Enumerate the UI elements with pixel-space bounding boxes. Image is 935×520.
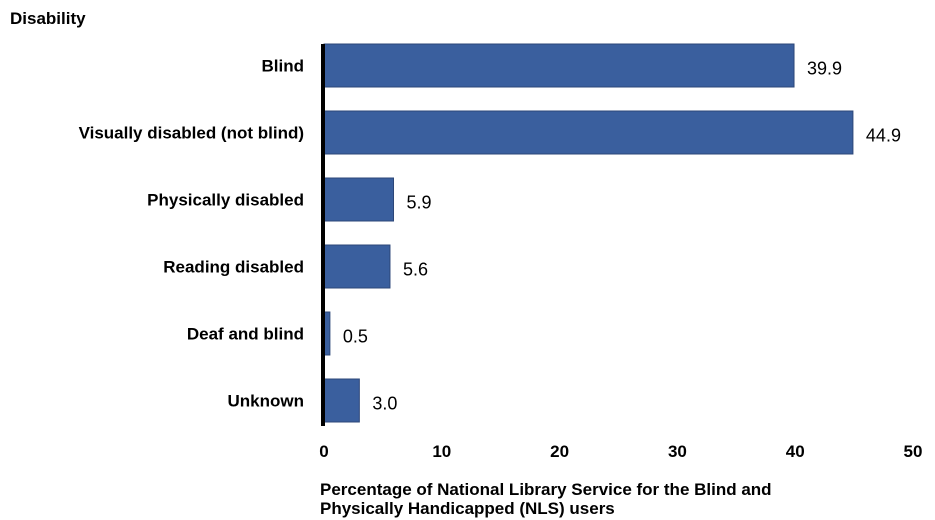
value-label: 3.0: [372, 394, 397, 414]
value-label: 5.9: [407, 193, 432, 213]
category-label: Unknown: [228, 392, 305, 411]
x-tick-label: 10: [432, 442, 451, 461]
category-label: Visually disabled (not blind): [79, 124, 304, 143]
y-axis-title: Disability: [10, 9, 86, 28]
value-label: 44.9: [866, 126, 901, 146]
category-label: Physically disabled: [147, 191, 304, 210]
x-tick-label: 20: [550, 442, 569, 461]
x-tick-labels: 0 10 20 30 40 50: [319, 442, 922, 461]
bar-physically-disabled: [323, 177, 395, 222]
value-label: 0.5: [343, 327, 368, 347]
category-label: Deaf and blind: [187, 325, 304, 344]
bar-reading-disabled: [323, 244, 391, 289]
x-tick-label: 50: [904, 442, 923, 461]
bar-blind: [323, 43, 795, 88]
x-tick-label: 30: [668, 442, 687, 461]
category-label: Blind: [262, 57, 305, 76]
value-labels: 39.9 44.9 5.9 5.6 0.5 3.0: [343, 59, 901, 414]
bar-visually-disabled-not-blind: [323, 110, 854, 155]
bar-unknown: [323, 378, 360, 423]
value-label: 39.9: [807, 59, 842, 79]
bars-group: [323, 43, 854, 423]
category-labels: Blind Visually disabled (not blind) Physic…: [79, 57, 304, 411]
x-axis-title-line-1: Percentage of National Library Service f…: [320, 480, 772, 499]
x-axis-title-line-2: Physically Handicapped (NLS) users: [320, 499, 615, 518]
x-tick-label: 0: [319, 442, 328, 461]
category-label: Reading disabled: [163, 258, 304, 277]
value-label: 5.6: [403, 260, 428, 280]
x-tick-label: 40: [786, 442, 805, 461]
